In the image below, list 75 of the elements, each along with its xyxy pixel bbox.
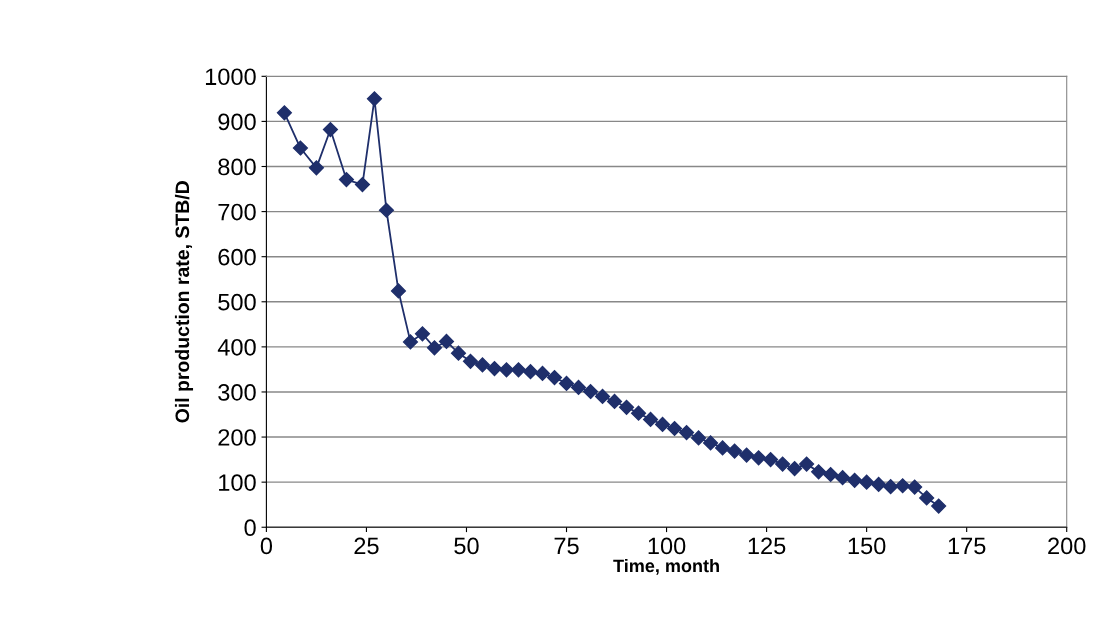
point — [739, 447, 755, 463]
point — [414, 326, 431, 342]
point — [276, 105, 292, 121]
point — [654, 416, 671, 433]
point — [450, 345, 467, 361]
point — [775, 456, 791, 472]
x-tick-label: 150 — [848, 537, 886, 555]
point — [703, 435, 719, 451]
point — [570, 379, 587, 396]
x-tick-label: 200 — [1048, 537, 1086, 555]
x-tick-label: 50 — [454, 537, 479, 555]
point — [438, 333, 455, 350]
y-tick-label: 700 — [218, 203, 256, 221]
point — [931, 498, 947, 514]
y-tick-label: 200 — [218, 429, 256, 446]
point — [787, 461, 803, 477]
point — [308, 160, 324, 176]
point — [582, 383, 599, 400]
point — [338, 172, 355, 188]
y-tick-label: 400 — [217, 338, 256, 356]
point — [847, 472, 863, 488]
y-tick-label: 300 — [218, 384, 256, 401]
point — [474, 357, 491, 373]
x-axis-title: Time, month — [613, 558, 719, 575]
x-tick-label: 100 — [648, 537, 686, 555]
point — [871, 476, 887, 492]
point — [859, 474, 875, 490]
point — [534, 365, 551, 382]
y-tick-label: 1000 — [205, 68, 256, 86]
y-tick-label: 100 — [219, 474, 256, 491]
y-tick-label: 900 — [218, 113, 256, 131]
point — [630, 405, 647, 421]
point — [366, 91, 383, 107]
point — [907, 479, 923, 495]
y-tick-label: 600 — [218, 248, 256, 266]
point — [390, 283, 407, 299]
point — [751, 450, 767, 466]
point — [835, 470, 851, 486]
y-tick-label: 800 — [218, 158, 256, 176]
x-tick-label: 0 — [260, 537, 273, 555]
point — [763, 452, 779, 468]
point — [462, 353, 479, 369]
point — [402, 334, 419, 350]
point — [690, 430, 707, 446]
point — [510, 362, 527, 378]
point — [498, 362, 515, 378]
point — [883, 479, 899, 495]
y-tick-label: 0 — [244, 519, 256, 537]
point — [666, 420, 683, 437]
point — [606, 393, 623, 410]
point — [594, 388, 611, 405]
point — [618, 399, 635, 415]
point — [919, 490, 935, 506]
point — [354, 176, 371, 193]
point — [678, 424, 695, 441]
point — [811, 464, 827, 480]
point — [378, 202, 395, 218]
x-tick-label: 25 — [354, 537, 379, 555]
x-tick-label: 75 — [554, 537, 579, 555]
point — [715, 440, 731, 456]
x-tick-label: 125 — [748, 537, 786, 555]
point — [895, 478, 911, 494]
x-tick-label: 175 — [948, 537, 986, 555]
point — [546, 369, 563, 386]
point — [322, 121, 338, 138]
point — [292, 140, 308, 156]
point — [799, 456, 815, 472]
y-tick-label: 500 — [218, 293, 256, 311]
point — [823, 466, 839, 483]
point — [642, 411, 659, 428]
point — [426, 340, 443, 356]
y-axis-title: Oil production rate, STB/D — [174, 181, 194, 423]
point — [727, 443, 743, 459]
point — [558, 375, 575, 391]
point — [522, 364, 539, 380]
